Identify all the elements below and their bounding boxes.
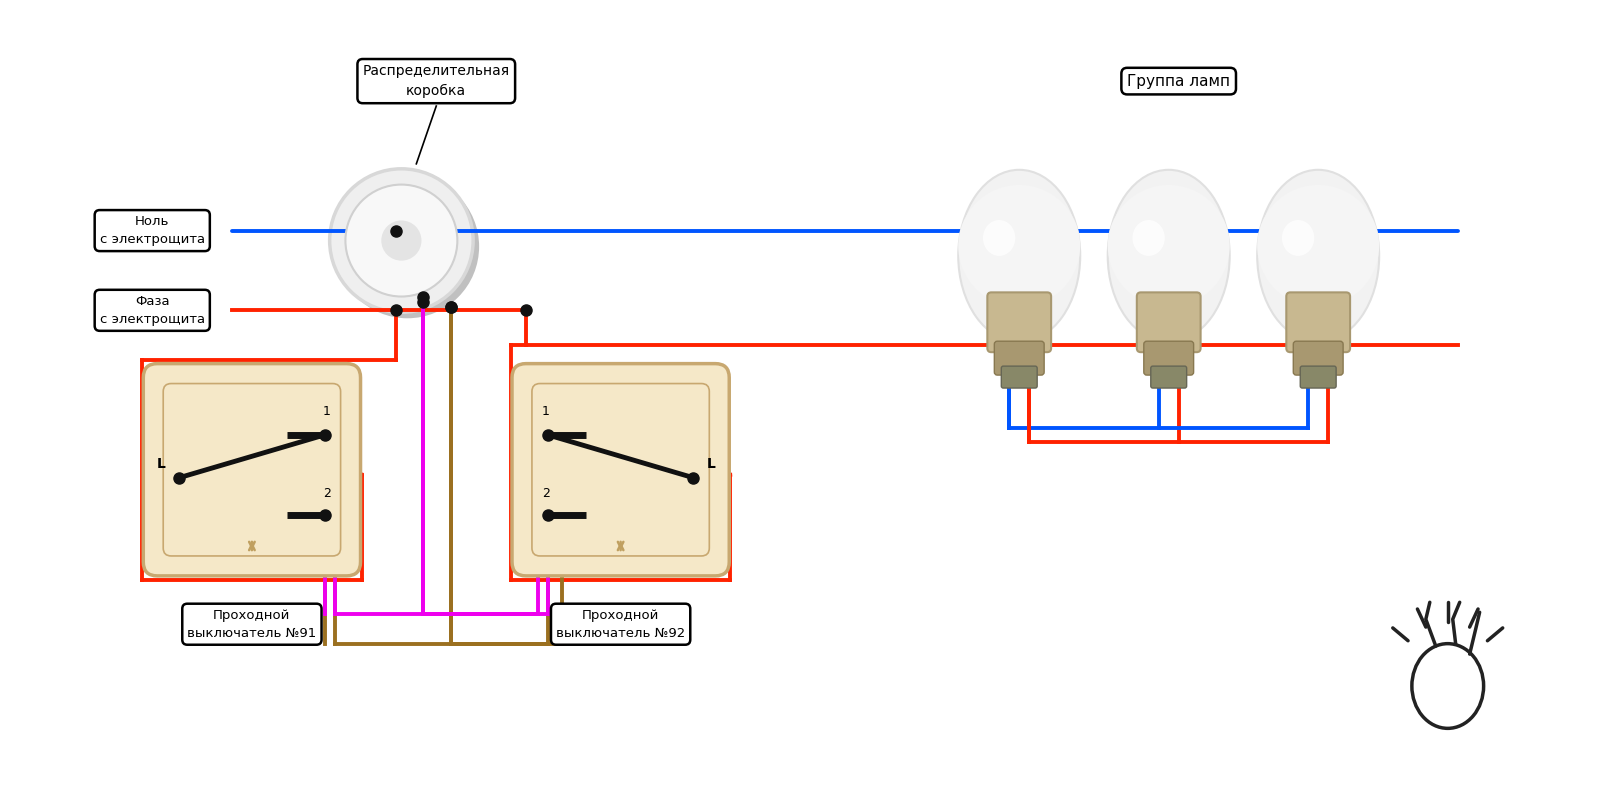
Text: Ноль
с электрощита: Ноль с электрощита <box>99 215 205 246</box>
Text: L: L <box>157 457 166 470</box>
Circle shape <box>330 169 474 312</box>
FancyBboxPatch shape <box>987 292 1051 352</box>
FancyBboxPatch shape <box>1144 342 1194 375</box>
FancyBboxPatch shape <box>1301 366 1336 388</box>
Text: 1: 1 <box>323 405 331 418</box>
FancyBboxPatch shape <box>994 342 1045 375</box>
Text: Фаза
с электрощита: Фаза с электрощита <box>99 295 205 326</box>
Circle shape <box>346 185 458 297</box>
Ellipse shape <box>982 220 1016 256</box>
Ellipse shape <box>1133 220 1165 256</box>
Circle shape <box>1258 185 1379 307</box>
Text: Проходной
выключатель №92: Проходной выключатель №92 <box>557 609 685 640</box>
Text: Группа ламп: Группа ламп <box>1126 74 1230 89</box>
Text: L: L <box>707 457 715 470</box>
Text: Распределительная
коробка: Распределительная коробка <box>363 64 510 98</box>
Circle shape <box>958 185 1080 307</box>
FancyBboxPatch shape <box>1150 366 1187 388</box>
FancyBboxPatch shape <box>1293 342 1342 375</box>
Ellipse shape <box>1282 220 1314 256</box>
Circle shape <box>336 174 478 318</box>
Ellipse shape <box>1258 170 1379 342</box>
FancyBboxPatch shape <box>512 364 730 576</box>
Circle shape <box>1107 185 1230 307</box>
FancyBboxPatch shape <box>1002 366 1037 388</box>
Circle shape <box>381 221 421 261</box>
Text: 2: 2 <box>542 486 550 500</box>
Text: 2: 2 <box>323 486 331 500</box>
FancyBboxPatch shape <box>144 364 360 576</box>
Ellipse shape <box>958 170 1080 342</box>
FancyBboxPatch shape <box>1286 292 1350 352</box>
Text: Проходной
выключатель №91: Проходной выключатель №91 <box>187 609 317 640</box>
FancyBboxPatch shape <box>1138 292 1200 352</box>
Text: 1: 1 <box>542 405 550 418</box>
Ellipse shape <box>1107 170 1230 342</box>
